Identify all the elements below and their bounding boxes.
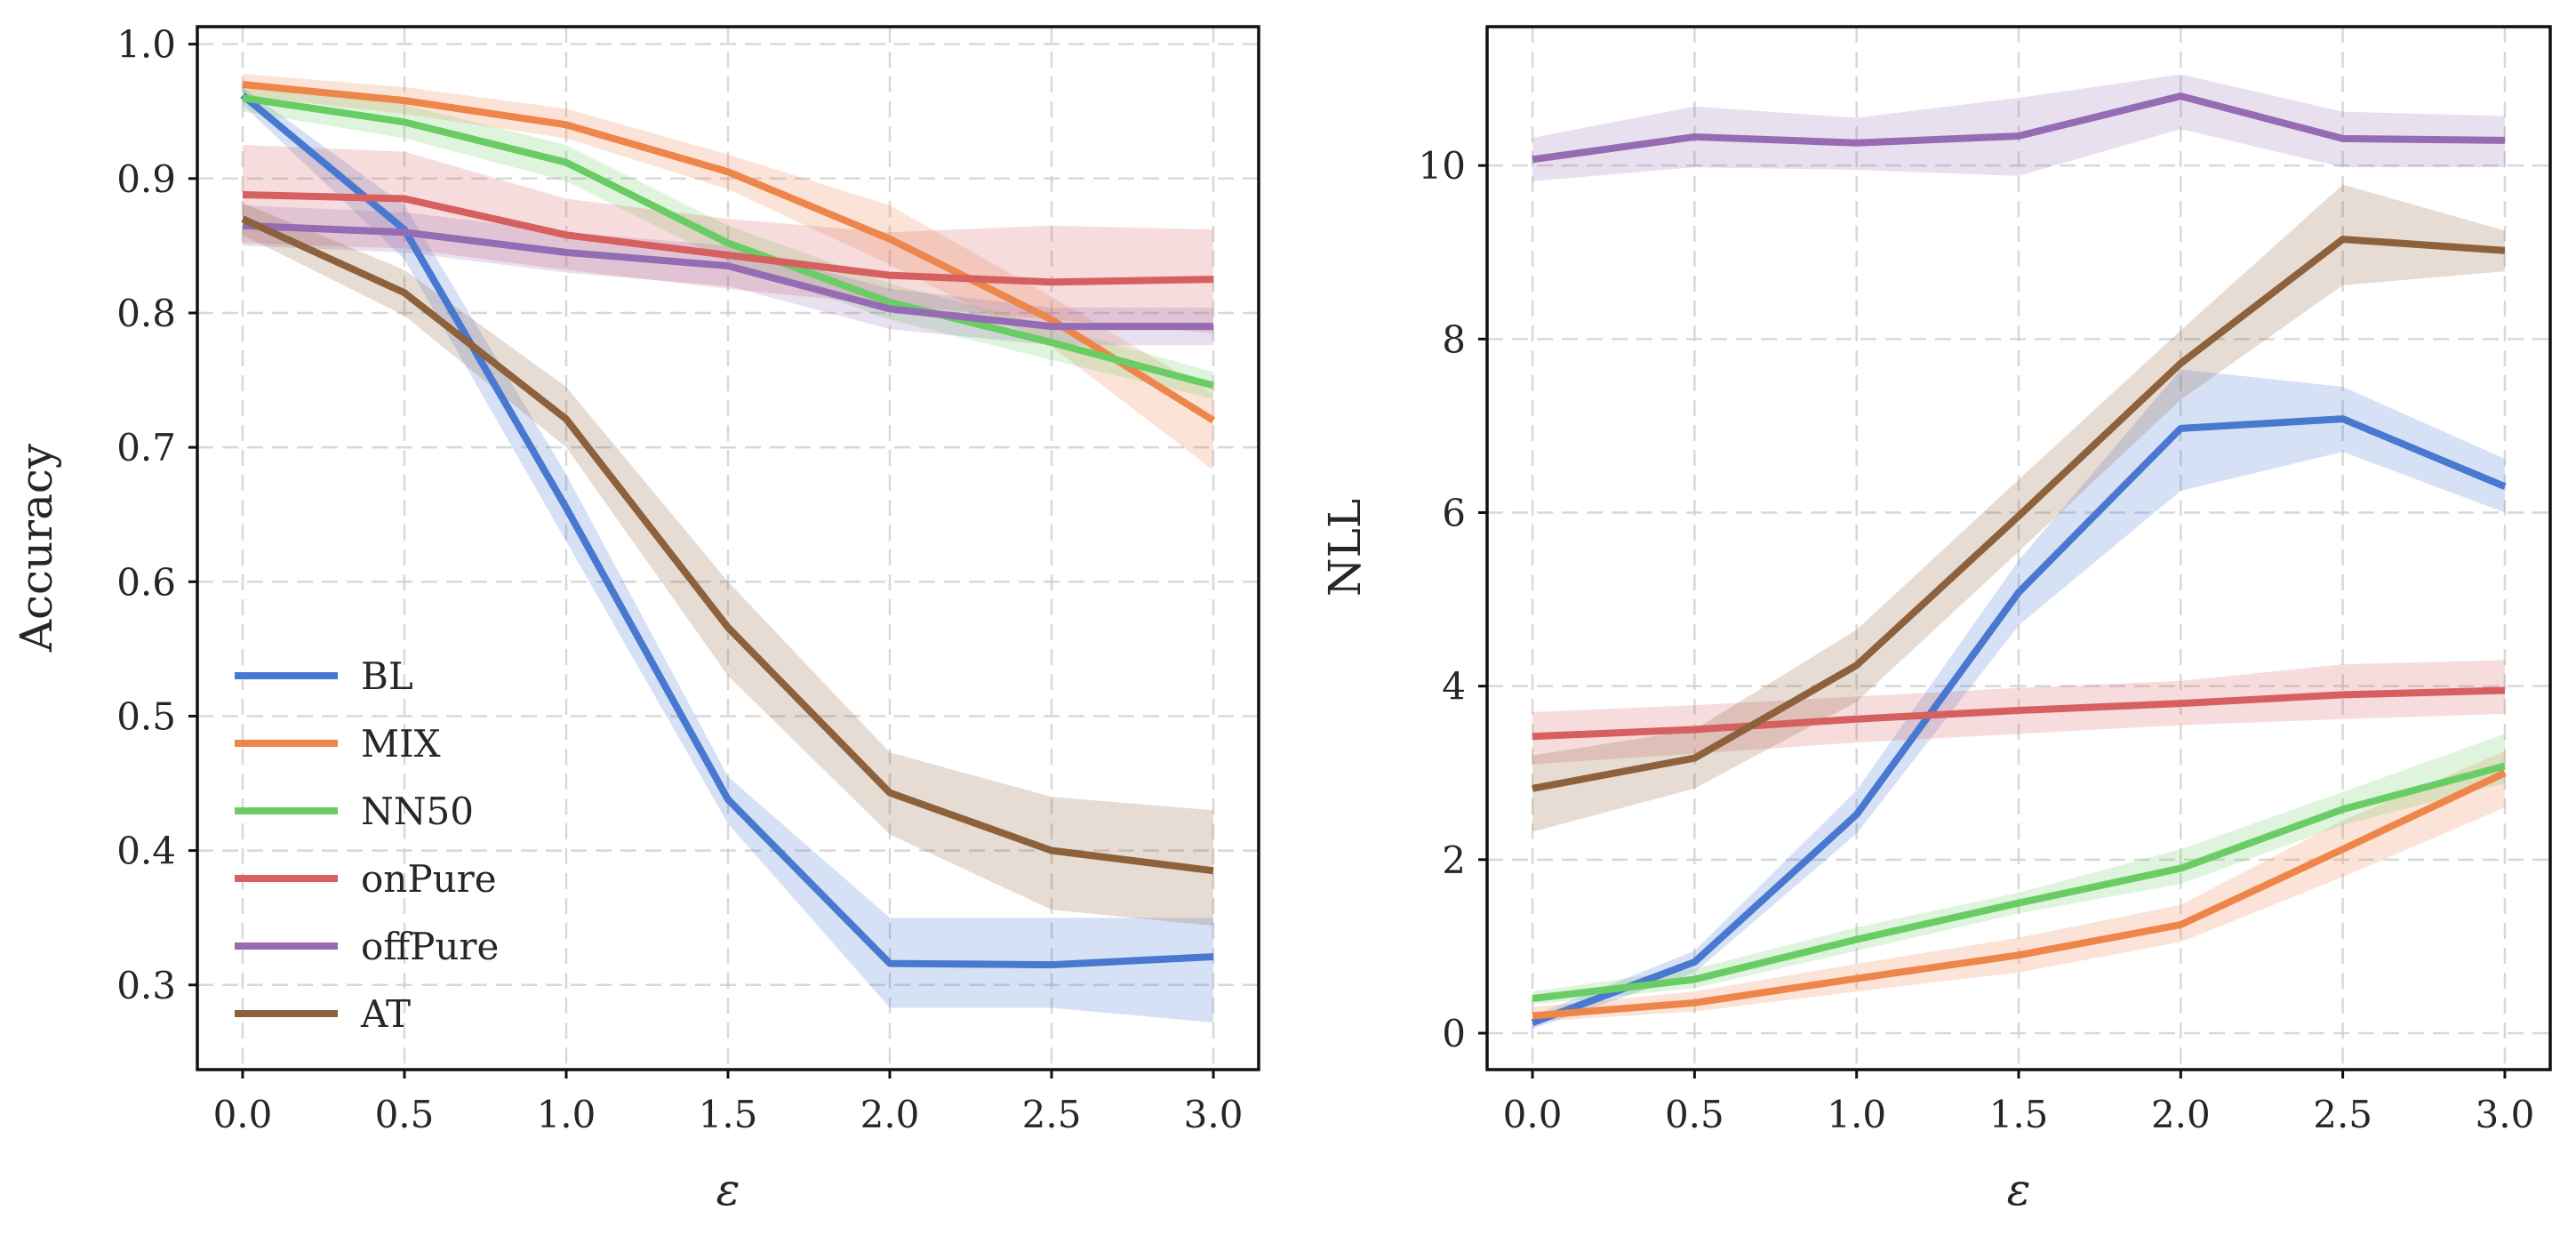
accuracy-grid — [197, 27, 1259, 1070]
legend-label: NN50 — [361, 790, 474, 833]
x-tick-label: 1.0 — [537, 1093, 596, 1136]
legend-label: AT — [360, 992, 411, 1036]
x-tick-label: 2.0 — [860, 1093, 920, 1136]
y-tick-label: 0.5 — [116, 694, 176, 738]
band-bl — [1532, 369, 2505, 1030]
series-line-nn50 — [1532, 762, 2506, 1002]
y-tick-label: 1.0 — [116, 23, 176, 67]
nll-bands — [1532, 74, 2505, 1030]
series-line-at — [1532, 236, 2506, 792]
series-line-nn50 — [242, 94, 1215, 389]
nll-ticks: 0.0 0.5 1.0 1.5 2.0 2.5 3.0 0 2 4 6 8 10 — [1419, 144, 2535, 1136]
y-tick-label: 0.7 — [116, 426, 176, 469]
y-tick-label: 0.8 — [116, 292, 176, 335]
y-tick-label: 2 — [1442, 838, 1466, 882]
band-onpure — [242, 145, 1214, 333]
band-mix — [1532, 750, 2505, 1022]
x-tick-label: 0.0 — [213, 1093, 273, 1136]
series-line-at — [241, 215, 1214, 875]
legend: BL MIX NN50 onPure offPure AT — [235, 654, 499, 1036]
accuracy-ticks: 0.0 0.5 1.0 1.5 2.0 2.5 3.0 0.3 0.4 0.5 0.6 0.7 0.8 0… — [116, 23, 1243, 1136]
x-tick-label: 0.0 — [1503, 1093, 1563, 1136]
legend-item-mix: MIX — [235, 722, 441, 766]
nll-x-axis-label: ε — [2007, 1164, 2031, 1215]
nll-y-axis-label: NLL — [1319, 499, 1371, 597]
y-tick-label: 4 — [1442, 665, 1466, 709]
y-tick-label: 0.3 — [116, 964, 176, 1007]
nll-lines — [1531, 92, 2507, 1027]
x-tick-label: 2.0 — [2151, 1093, 2211, 1136]
nll-chart: 0.0 0.5 1.0 1.5 2.0 2.5 3.0 0 2 4 6 8 10 ε NLL — [1319, 25, 2552, 1215]
x-tick-label: 3.0 — [1184, 1093, 1244, 1136]
x-tick-label: 1.0 — [1827, 1093, 1886, 1136]
band-bl — [242, 87, 1214, 1023]
series-line-bl — [1531, 415, 2507, 1027]
legend-item-onpure: onPure — [235, 857, 497, 901]
accuracy-y-axis-label: Accuracy — [11, 443, 62, 653]
band-offpure — [1532, 74, 2505, 181]
band-at — [242, 203, 1214, 926]
y-tick-label: 8 — [1442, 317, 1466, 361]
band-at — [1532, 184, 2505, 832]
x-tick-label: 2.5 — [2313, 1093, 2372, 1136]
accuracy-chart: 0.0 0.5 1.0 1.5 2.0 2.5 3.0 0.3 0.4 0.5 0.6 0.7 0.8 0… — [11, 23, 1260, 1215]
x-tick-label: 0.5 — [375, 1093, 435, 1136]
legend-item-offpure: offPure — [235, 925, 499, 968]
x-tick-label: 1.5 — [699, 1093, 758, 1136]
legend-label: offPure — [361, 925, 499, 968]
y-tick-label: 0.9 — [116, 157, 176, 201]
series-line-mix — [242, 81, 1216, 424]
legend-label: onPure — [361, 857, 497, 901]
legend-label: BL — [361, 654, 413, 698]
legend-item-nn50: NN50 — [235, 790, 474, 833]
x-tick-label: 3.0 — [2476, 1093, 2535, 1136]
x-tick-label: 1.5 — [1989, 1093, 2049, 1136]
series-line-offpure — [1532, 92, 2505, 164]
y-tick-label: 10 — [1419, 144, 1466, 188]
y-tick-label: 0 — [1442, 1012, 1466, 1055]
accuracy-lines — [240, 81, 1216, 969]
legend-item-at: AT — [235, 992, 411, 1036]
series-line-mix — [1532, 769, 2507, 1020]
legend-item-bl: BL — [235, 654, 413, 698]
legend-label: MIX — [361, 722, 441, 766]
series-line-offpure — [242, 221, 1214, 331]
y-tick-label: 0.6 — [116, 560, 176, 604]
accuracy-x-axis-label: ε — [716, 1164, 740, 1215]
series-line-onpure — [1532, 686, 2506, 741]
y-tick-label: 0.4 — [116, 830, 176, 873]
x-tick-label: 2.5 — [1022, 1093, 1082, 1136]
y-tick-label: 6 — [1442, 491, 1466, 534]
x-tick-label: 0.5 — [1665, 1093, 1724, 1136]
series-line-onpure — [242, 190, 1214, 286]
